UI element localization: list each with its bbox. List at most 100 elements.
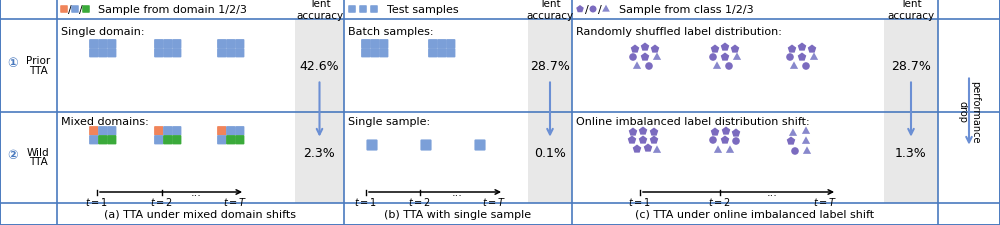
Bar bbox=[295, 20, 344, 203]
Polygon shape bbox=[798, 53, 806, 61]
FancyBboxPatch shape bbox=[89, 49, 98, 58]
Text: $t=2$: $t=2$ bbox=[150, 195, 174, 207]
Polygon shape bbox=[644, 144, 652, 152]
FancyBboxPatch shape bbox=[98, 135, 107, 145]
FancyBboxPatch shape bbox=[226, 40, 235, 49]
FancyBboxPatch shape bbox=[359, 6, 367, 14]
Text: TTA: TTA bbox=[29, 157, 47, 167]
FancyBboxPatch shape bbox=[361, 40, 370, 49]
Text: Randomly shuffled label distribution:: Randomly shuffled label distribution: bbox=[576, 27, 782, 37]
Text: /: / bbox=[585, 5, 589, 15]
Text: 28.7%: 28.7% bbox=[891, 60, 931, 73]
Circle shape bbox=[709, 54, 717, 61]
FancyBboxPatch shape bbox=[348, 6, 356, 14]
FancyBboxPatch shape bbox=[82, 6, 90, 14]
Text: $t=2$: $t=2$ bbox=[408, 195, 432, 207]
FancyBboxPatch shape bbox=[420, 140, 432, 151]
Circle shape bbox=[709, 137, 717, 144]
Polygon shape bbox=[788, 45, 796, 53]
Circle shape bbox=[725, 63, 733, 70]
Polygon shape bbox=[641, 43, 649, 51]
FancyBboxPatch shape bbox=[474, 140, 486, 151]
Polygon shape bbox=[722, 127, 730, 135]
Text: $t=T$: $t=T$ bbox=[482, 195, 506, 207]
Polygon shape bbox=[732, 129, 740, 137]
Text: Sample from domain 1/2/3: Sample from domain 1/2/3 bbox=[91, 5, 247, 15]
FancyBboxPatch shape bbox=[446, 40, 455, 49]
Text: ...: ... bbox=[767, 187, 777, 197]
Polygon shape bbox=[711, 128, 719, 136]
Circle shape bbox=[791, 148, 799, 155]
Polygon shape bbox=[602, 6, 610, 13]
Text: $t=1$: $t=1$ bbox=[354, 195, 378, 207]
FancyBboxPatch shape bbox=[154, 126, 163, 136]
FancyBboxPatch shape bbox=[98, 40, 107, 49]
Polygon shape bbox=[789, 129, 797, 136]
Circle shape bbox=[802, 63, 810, 70]
FancyBboxPatch shape bbox=[107, 126, 116, 136]
Polygon shape bbox=[711, 45, 719, 53]
Text: Batch samples:: Batch samples: bbox=[348, 27, 434, 37]
Polygon shape bbox=[629, 128, 637, 136]
FancyBboxPatch shape bbox=[235, 40, 244, 49]
Text: $t=T$: $t=T$ bbox=[223, 195, 247, 207]
FancyBboxPatch shape bbox=[217, 49, 226, 58]
FancyBboxPatch shape bbox=[370, 49, 379, 58]
Polygon shape bbox=[633, 145, 641, 153]
Text: (c) TTA under online imbalanced label shift: (c) TTA under online imbalanced label sh… bbox=[635, 209, 875, 219]
FancyBboxPatch shape bbox=[107, 49, 116, 58]
Text: Tent
accuracy: Tent accuracy bbox=[887, 0, 935, 21]
Text: Tent
accuracy: Tent accuracy bbox=[526, 0, 574, 21]
FancyBboxPatch shape bbox=[154, 49, 163, 58]
Text: 2.3%: 2.3% bbox=[304, 146, 335, 159]
FancyBboxPatch shape bbox=[172, 49, 181, 58]
Bar bbox=[528, 20, 572, 203]
Text: Online imbalanced label distribution shift:: Online imbalanced label distribution shi… bbox=[576, 117, 810, 126]
Polygon shape bbox=[790, 62, 798, 70]
FancyBboxPatch shape bbox=[370, 6, 378, 14]
Polygon shape bbox=[731, 45, 739, 53]
FancyBboxPatch shape bbox=[217, 126, 226, 136]
FancyBboxPatch shape bbox=[235, 49, 244, 58]
FancyBboxPatch shape bbox=[98, 126, 107, 136]
FancyBboxPatch shape bbox=[366, 140, 378, 151]
Polygon shape bbox=[651, 45, 659, 53]
Polygon shape bbox=[653, 53, 661, 61]
Text: Prior: Prior bbox=[26, 56, 50, 66]
FancyBboxPatch shape bbox=[379, 40, 388, 49]
Text: performance
drop: performance drop bbox=[958, 80, 980, 143]
FancyBboxPatch shape bbox=[60, 6, 68, 14]
Circle shape bbox=[590, 7, 596, 14]
Text: $t=T$: $t=T$ bbox=[813, 195, 837, 207]
Text: ①: ① bbox=[8, 57, 18, 70]
Polygon shape bbox=[641, 53, 649, 61]
Text: /: / bbox=[598, 5, 602, 15]
Polygon shape bbox=[633, 62, 641, 70]
FancyBboxPatch shape bbox=[370, 40, 379, 49]
FancyBboxPatch shape bbox=[428, 49, 437, 58]
Text: 0.1%: 0.1% bbox=[534, 146, 566, 159]
FancyBboxPatch shape bbox=[89, 126, 98, 136]
FancyBboxPatch shape bbox=[107, 135, 116, 145]
Circle shape bbox=[629, 54, 637, 61]
FancyBboxPatch shape bbox=[428, 40, 437, 49]
FancyBboxPatch shape bbox=[446, 49, 455, 58]
Text: Single sample:: Single sample: bbox=[348, 117, 430, 126]
FancyBboxPatch shape bbox=[235, 135, 244, 145]
Text: Mixed domains:: Mixed domains: bbox=[61, 117, 149, 126]
Text: 28.7%: 28.7% bbox=[530, 60, 570, 73]
Polygon shape bbox=[639, 127, 647, 135]
Polygon shape bbox=[798, 43, 806, 51]
Polygon shape bbox=[810, 53, 818, 61]
Polygon shape bbox=[713, 62, 721, 70]
Text: TTA: TTA bbox=[29, 65, 47, 75]
Text: /: / bbox=[68, 5, 72, 15]
Circle shape bbox=[786, 54, 794, 61]
Text: 42.6%: 42.6% bbox=[300, 60, 339, 73]
FancyBboxPatch shape bbox=[172, 126, 181, 136]
Polygon shape bbox=[721, 136, 729, 144]
Text: (b) TTA with single sample: (b) TTA with single sample bbox=[384, 209, 532, 219]
FancyBboxPatch shape bbox=[217, 135, 226, 145]
Text: 1.3%: 1.3% bbox=[895, 146, 927, 159]
FancyBboxPatch shape bbox=[235, 126, 244, 136]
